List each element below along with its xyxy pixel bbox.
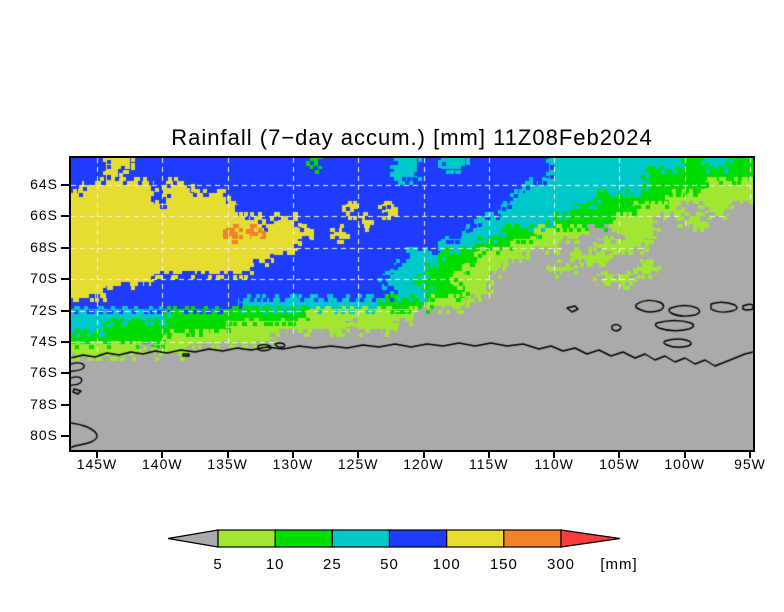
y-axis-tick bbox=[61, 215, 69, 218]
y-axis-label: 74S bbox=[30, 332, 58, 349]
colorbar-segment bbox=[274, 529, 333, 548]
x-axis-tick bbox=[683, 452, 686, 458]
y-axis-tick bbox=[61, 246, 69, 249]
y-axis-tick bbox=[61, 435, 69, 437]
y-axis-tick bbox=[61, 278, 69, 281]
colorbar-segment bbox=[217, 529, 276, 548]
x-axis-tick bbox=[487, 452, 490, 458]
x-axis-tick bbox=[96, 452, 98, 458]
x-axis-label: 125W bbox=[337, 456, 379, 472]
x-axis-label: 145W bbox=[76, 456, 118, 472]
x-axis-tick bbox=[749, 452, 751, 458]
colorbar-arrow-right bbox=[560, 529, 621, 548]
y-axis-label: 76S bbox=[30, 364, 58, 381]
colorbar-label: 25 bbox=[323, 556, 342, 573]
y-axis-label: 68S bbox=[30, 238, 58, 255]
y-axis-tick bbox=[61, 340, 69, 343]
colorbar-label: 150 bbox=[490, 556, 518, 573]
colorbar-segment bbox=[503, 529, 562, 548]
rainfall-map-canvas bbox=[71, 158, 753, 450]
x-axis-label: 95W bbox=[734, 456, 766, 472]
y-axis-label: 70S bbox=[30, 270, 58, 287]
x-axis-label: 135W bbox=[207, 456, 248, 472]
y-axis-tick bbox=[61, 403, 69, 406]
x-axis-label: 100W bbox=[664, 456, 705, 472]
y-axis-tick bbox=[61, 309, 69, 312]
x-axis-tick bbox=[226, 452, 229, 458]
x-axis-tick bbox=[422, 452, 425, 458]
y-axis-label: 64S bbox=[30, 176, 58, 192]
colorbar: 5 10 25 50 100 150 300 [mm] bbox=[167, 529, 637, 573]
x-axis-label: 105W bbox=[599, 456, 640, 472]
y-axis-label: 66S bbox=[30, 207, 58, 224]
y-axis-label: 78S bbox=[30, 395, 58, 412]
x-axis-label: 130W bbox=[272, 456, 314, 472]
x-axis-tick bbox=[553, 452, 556, 458]
x-axis-tick bbox=[161, 452, 164, 458]
colorbar-label: 300 bbox=[547, 556, 575, 573]
map-frame bbox=[69, 156, 755, 452]
x-axis-label: 120W bbox=[403, 456, 444, 472]
y-axis-label: 80S bbox=[30, 427, 58, 443]
x-axis-tick bbox=[291, 452, 294, 458]
colorbar-segment bbox=[446, 529, 505, 548]
colorbar-arrow-left bbox=[167, 529, 219, 548]
x-axis-label: 110W bbox=[534, 456, 574, 472]
colorbar-unit-label: [mm] bbox=[600, 556, 637, 573]
colorbar-label: 50 bbox=[380, 556, 399, 573]
colorbar-segment bbox=[388, 529, 448, 548]
x-axis-tick bbox=[618, 452, 621, 458]
x-axis-label: 140W bbox=[142, 456, 183, 472]
y-axis-tick bbox=[61, 372, 69, 375]
colorbar-label: 5 bbox=[213, 556, 222, 573]
colorbar-segment bbox=[331, 529, 391, 548]
x-axis-label: 115W bbox=[469, 456, 509, 472]
y-axis-tick bbox=[61, 184, 69, 186]
plot-title: Rainfall (7−day accum.) [mm] 11Z08Feb202… bbox=[171, 125, 653, 150]
colorbar-label: 10 bbox=[266, 556, 285, 573]
y-axis-label: 72S bbox=[30, 301, 58, 318]
colorbar-label: 100 bbox=[433, 556, 461, 573]
x-axis-tick bbox=[357, 452, 360, 458]
